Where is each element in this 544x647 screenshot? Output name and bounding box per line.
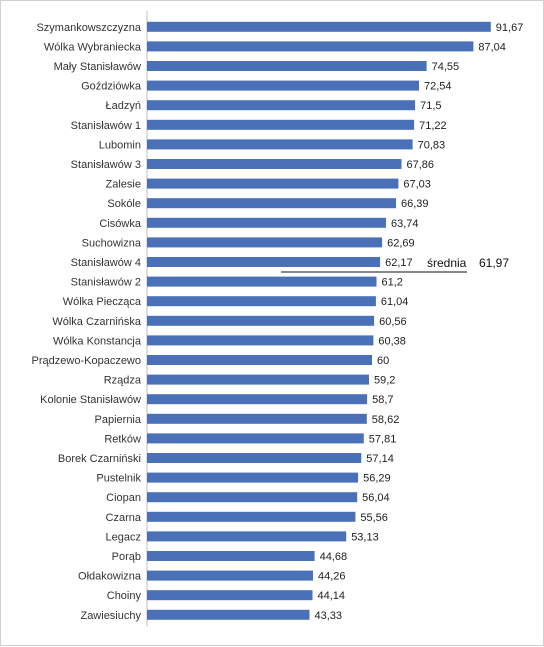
bar bbox=[147, 355, 372, 365]
category-label: Rządza bbox=[104, 375, 142, 387]
category-label: Stanisławów 4 bbox=[71, 257, 141, 269]
value-label: 60 bbox=[377, 355, 389, 367]
value-label: 57,81 bbox=[369, 433, 397, 445]
bar bbox=[147, 374, 369, 385]
value-label: 61,2 bbox=[382, 277, 403, 289]
category-label: Mały Stanisławów bbox=[54, 61, 141, 73]
category-label: Czarna bbox=[106, 512, 142, 524]
value-label: 66,39 bbox=[401, 198, 429, 210]
bar bbox=[147, 433, 364, 444]
category-label: Ładzyń bbox=[106, 100, 141, 112]
value-label: 62,17 bbox=[385, 257, 413, 269]
value-label: 67,86 bbox=[407, 159, 435, 171]
category-label: Wólka Piecząca bbox=[63, 296, 142, 308]
category-label: Kolonie Stanisławów bbox=[40, 394, 141, 406]
value-label: 44,68 bbox=[320, 551, 348, 563]
bar bbox=[147, 21, 491, 32]
bar bbox=[147, 453, 362, 463]
value-label: 71,5 bbox=[420, 100, 441, 112]
category-label: Cisówka bbox=[99, 218, 141, 230]
value-label: 60,56 bbox=[379, 316, 407, 328]
category-label: Ołdakowizna bbox=[78, 571, 142, 583]
category-label: Zawiesiuchy bbox=[80, 610, 141, 622]
category-label: Legacz bbox=[106, 531, 141, 543]
value-label: 43,33 bbox=[315, 610, 343, 622]
bar bbox=[147, 276, 377, 287]
bar bbox=[147, 511, 356, 522]
value-label: 74,55 bbox=[432, 61, 460, 73]
value-label: 59,2 bbox=[374, 375, 395, 387]
category-label: Goździówka bbox=[81, 81, 142, 93]
value-label: 72,54 bbox=[424, 81, 452, 93]
category-label: Sokóle bbox=[107, 198, 141, 210]
value-label: 55,56 bbox=[360, 512, 388, 524]
category-label: Szymankowszczyzna bbox=[36, 22, 141, 34]
bar bbox=[147, 41, 474, 52]
category-label: Stanisławów 3 bbox=[71, 159, 141, 171]
value-label: 91,67 bbox=[496, 22, 524, 34]
value-label: 57,14 bbox=[366, 453, 394, 465]
value-label: 56,29 bbox=[363, 473, 391, 485]
value-label: 58,62 bbox=[372, 414, 400, 426]
bar bbox=[147, 139, 413, 150]
value-label: 44,14 bbox=[318, 590, 346, 602]
bar bbox=[147, 394, 368, 405]
value-label: 63,74 bbox=[391, 218, 419, 230]
category-label: Suchowizna bbox=[82, 237, 142, 249]
category-label: Choiny bbox=[107, 590, 142, 602]
bar bbox=[147, 413, 367, 424]
category-label: Papiernia bbox=[95, 414, 142, 426]
bar bbox=[147, 609, 310, 620]
bar bbox=[147, 335, 374, 346]
value-label: 58,7 bbox=[372, 394, 393, 406]
category-label: Wólka Wybraniecka bbox=[44, 41, 142, 53]
average-value: 61,97 bbox=[479, 256, 509, 270]
bar bbox=[147, 257, 381, 267]
value-label: 61,04 bbox=[381, 296, 409, 308]
bar bbox=[147, 61, 427, 71]
bar bbox=[147, 100, 416, 111]
value-label: 53,13 bbox=[351, 531, 379, 543]
category-label: Borek Czarniński bbox=[58, 453, 141, 465]
bar bbox=[147, 472, 359, 483]
bar bbox=[147, 492, 358, 503]
bar bbox=[147, 159, 402, 169]
category-label: Stanisławów 1 bbox=[71, 120, 141, 132]
bar bbox=[147, 80, 419, 91]
category-label: Prądzewo-Kopaczewo bbox=[32, 355, 141, 367]
category-label: Wólka Konstancja bbox=[53, 335, 142, 347]
category-label: Pustelnik bbox=[96, 473, 141, 485]
category-label: Wólka Czarnińska bbox=[52, 316, 142, 328]
value-label: 70,83 bbox=[418, 139, 446, 151]
bar bbox=[147, 178, 399, 189]
bar bbox=[147, 590, 313, 601]
category-label: Ciopan bbox=[106, 492, 141, 504]
category-label: Zalesie bbox=[106, 179, 141, 191]
value-label: 67,03 bbox=[403, 179, 431, 191]
bar bbox=[147, 296, 376, 307]
bar bbox=[147, 217, 386, 228]
category-label: Lubomin bbox=[99, 139, 141, 151]
average-label: średnia bbox=[427, 256, 467, 270]
category-label: Retków bbox=[104, 433, 141, 445]
bar bbox=[147, 531, 347, 542]
bar bbox=[147, 570, 313, 581]
value-label: 44,26 bbox=[318, 571, 346, 583]
bar bbox=[147, 198, 396, 209]
bar bbox=[147, 315, 375, 326]
bar bbox=[147, 551, 315, 561]
value-label: 87,04 bbox=[478, 41, 506, 53]
bar bbox=[147, 237, 383, 248]
value-label: 60,38 bbox=[378, 335, 406, 347]
category-label: Stanisławów 2 bbox=[71, 277, 141, 289]
value-label: 62,69 bbox=[387, 237, 415, 249]
value-label: 71,22 bbox=[419, 120, 447, 132]
bar bbox=[147, 119, 415, 130]
value-label: 56,04 bbox=[362, 492, 390, 504]
category-label: Porąb bbox=[112, 551, 141, 563]
